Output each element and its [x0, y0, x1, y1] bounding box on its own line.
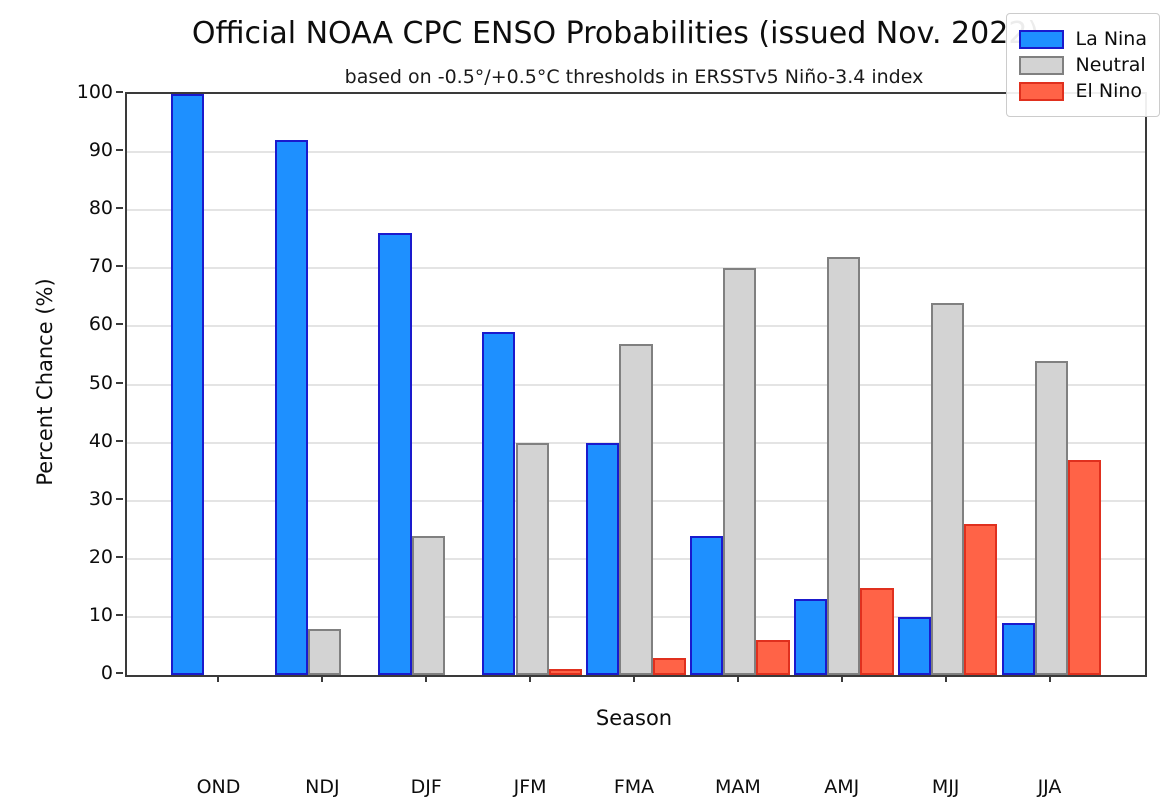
y-tick-mark	[116, 555, 123, 558]
bar-el-nino	[548, 669, 582, 675]
y-tick-label: 30	[88, 487, 113, 510]
x-tick-label: OND	[196, 776, 241, 798]
enso-probability-chart: Official NOAA CPC ENSO Probabilities (is…	[33, 13, 1160, 798]
legend-swatch-el-nino	[1018, 81, 1064, 101]
legend-label: Neutral	[1075, 54, 1146, 76]
y-axis-label: Percent Chance (%)	[33, 278, 57, 486]
bar-la-nina	[690, 535, 724, 675]
bar-la-nina	[274, 140, 308, 675]
gridline	[127, 209, 1145, 212]
bar-la-nina	[897, 616, 931, 675]
bar-neutral	[931, 303, 965, 675]
gridline	[127, 325, 1145, 328]
legend-item: La Nina	[1018, 28, 1147, 50]
x-tick-label: FMA	[613, 776, 655, 798]
y-tick-mark	[116, 265, 123, 268]
bar-la-nina	[1001, 622, 1035, 675]
bar-neutral	[515, 442, 549, 675]
y-tick-mark	[116, 149, 123, 152]
bar-neutral	[827, 256, 861, 675]
bar-la-nina	[378, 233, 412, 675]
y-tick-label: 0	[100, 662, 113, 684]
x-tick-label: MJJ	[931, 776, 960, 798]
bar-la-nina	[482, 332, 516, 675]
bar-la-nina	[170, 94, 204, 675]
bar-la-nina	[793, 599, 828, 675]
x-tick-label: MAM	[714, 776, 761, 798]
bar-el-nino	[964, 523, 998, 675]
bar-neutral	[411, 535, 445, 675]
y-tick-mark	[116, 439, 123, 442]
legend-label: La Nina	[1075, 28, 1147, 50]
legend-swatch-la-nina	[1018, 29, 1064, 49]
legend-item: El Nino	[1018, 80, 1147, 102]
bar-el-nino	[860, 587, 894, 675]
x-axis-label: Season	[595, 706, 673, 730]
y-tick-label: 20	[88, 545, 113, 568]
gridline	[127, 151, 1145, 154]
bar-el-nino	[1068, 460, 1102, 675]
y-tick-mark	[116, 91, 123, 93]
legend: La Nina Neutral El Nino	[1005, 13, 1160, 117]
legend-item: Neutral	[1018, 54, 1147, 76]
x-tick-label: JJA	[1037, 776, 1062, 798]
y-tick-mark	[116, 672, 123, 674]
y-tick-mark	[116, 381, 123, 384]
x-tick-label: JFM	[513, 776, 547, 798]
plot-area	[125, 92, 1147, 677]
legend-label: El Nino	[1075, 80, 1143, 102]
bar-neutral	[307, 628, 341, 675]
bar-la-nina	[586, 442, 620, 675]
x-tick-label: DJF	[410, 776, 442, 798]
bar-neutral	[619, 343, 653, 675]
bar-el-nino	[652, 657, 686, 675]
y-tick-mark	[116, 613, 123, 616]
chart-subtitle: based on -0.5°/+0.5°C thresholds in ERSS…	[344, 66, 924, 88]
y-tick-label: 80	[88, 197, 113, 220]
bar-neutral	[1034, 361, 1069, 675]
y-tick-mark	[116, 207, 123, 210]
x-tick-label: AMJ	[824, 776, 860, 798]
y-tick-label: 70	[88, 255, 113, 278]
y-tick-label: 90	[88, 139, 113, 162]
bar-el-nino	[756, 640, 790, 675]
y-tick-mark	[116, 497, 123, 500]
y-tick-mark	[116, 323, 123, 326]
x-tick-label: NDJ	[305, 776, 340, 798]
legend-swatch-neutral	[1018, 55, 1064, 75]
gridline	[127, 267, 1145, 270]
chart-title: Official NOAA CPC ENSO Probabilities (is…	[191, 16, 1040, 51]
y-tick-label: 10	[88, 603, 113, 626]
bar-neutral	[723, 268, 757, 675]
